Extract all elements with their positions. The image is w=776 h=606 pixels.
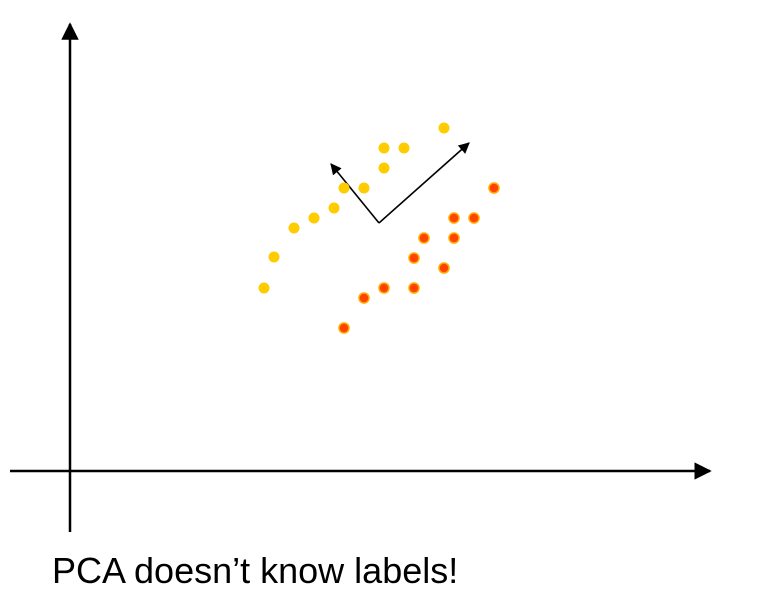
component-arrow-1 xyxy=(330,163,380,224)
data-point-series2-4 xyxy=(408,282,420,294)
data-point-series1-9 xyxy=(378,142,390,154)
data-point-series2-10 xyxy=(468,212,480,224)
data-point-series1-4 xyxy=(308,212,320,224)
data-point-series1-8 xyxy=(378,162,390,174)
data-point-series2-3 xyxy=(378,282,390,294)
data-point-series2-8 xyxy=(448,232,460,244)
data-points xyxy=(258,122,500,334)
data-point-series1-11 xyxy=(438,122,450,134)
data-point-series1-6 xyxy=(338,182,350,194)
data-point-series1-1 xyxy=(258,282,270,294)
component-arrow-2 xyxy=(378,142,470,224)
data-point-series1-3 xyxy=(288,222,300,234)
data-point-series2-5 xyxy=(408,252,420,264)
data-point-series2-6 xyxy=(418,232,430,244)
caption: PCA doesn’t know labels! xyxy=(52,550,459,591)
data-point-series1-10 xyxy=(398,142,410,154)
data-point-series2-9 xyxy=(448,212,460,224)
scatter-plot xyxy=(10,22,712,532)
data-point-series2-11 xyxy=(488,182,500,194)
principal-component-arrows xyxy=(330,142,470,224)
data-point-series1-7 xyxy=(358,182,370,194)
data-point-series2-1 xyxy=(338,322,350,334)
data-point-series1-5 xyxy=(328,202,340,214)
data-point-series2-2 xyxy=(358,292,370,304)
data-point-series1-2 xyxy=(268,251,280,263)
data-point-series2-7 xyxy=(438,262,450,274)
